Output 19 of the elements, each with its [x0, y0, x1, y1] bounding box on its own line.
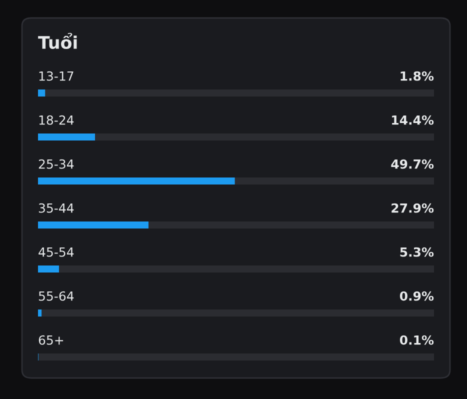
y-tick-label: 65+	[38, 335, 64, 345]
bar	[38, 309, 42, 317]
data-label: 49.7%	[391, 159, 434, 169]
data-label: 1.8%	[400, 71, 434, 81]
data-label: 0.1%	[400, 335, 434, 345]
y-tick-label: 35-44	[38, 203, 74, 213]
y-tick-label: 13-17	[39, 71, 74, 81]
data-label: 14.4%	[392, 115, 434, 125]
chart-title: Tuổi	[38, 32, 77, 50]
y-tick-label: 18-24	[39, 115, 74, 125]
bar	[38, 265, 59, 273]
data-label: 27.9%	[392, 203, 434, 213]
y-tick-label: 25-34	[38, 159, 74, 169]
y-tick-label: 55-64	[38, 291, 74, 301]
y-tick-label: 45-54	[38, 247, 74, 257]
bar	[38, 89, 46, 97]
data-label: 5.3%	[400, 247, 434, 257]
bar	[38, 133, 96, 141]
data-label: 0.9%	[400, 291, 434, 301]
